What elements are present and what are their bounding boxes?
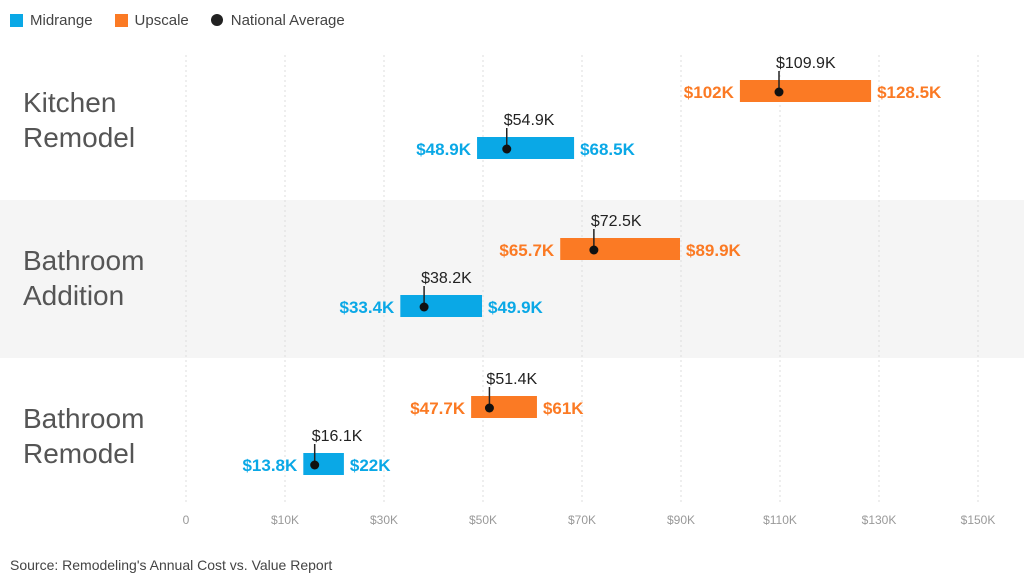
midrange-range-bar xyxy=(400,295,483,317)
midrange-average-label: $54.9K xyxy=(504,112,555,129)
category-label: Kitchen xyxy=(23,87,116,118)
category-label: Bathroom xyxy=(23,245,144,276)
legend: Midrange Upscale National Average xyxy=(10,10,367,30)
upscale-high-label: $61K xyxy=(543,399,584,418)
upscale-average-dot xyxy=(589,245,599,255)
midrange-average-dot xyxy=(310,460,320,470)
legend-label-midrange: Midrange xyxy=(30,11,93,29)
midrange-range-bar xyxy=(477,137,575,159)
upscale-average-dot xyxy=(484,403,494,413)
x-tick-label: $70K xyxy=(568,513,596,527)
midrange-swatch-icon xyxy=(10,13,23,27)
category-label: Addition xyxy=(23,280,124,311)
x-tick-label: $110K xyxy=(763,513,797,527)
category-label: Remodel xyxy=(23,122,135,153)
midrange-average-label: $16.1K xyxy=(312,428,363,445)
midrange-average-label: $38.2K xyxy=(421,270,472,287)
upscale-high-label: $128.5K xyxy=(877,83,942,102)
upscale-range-bar xyxy=(471,396,537,418)
legend-label-national-average: National Average xyxy=(230,11,345,29)
category-band xyxy=(0,200,1024,358)
midrange-low-label: $33.4K xyxy=(340,298,396,317)
range-chart: 0 $10K $30K $50K $70K $90K $110K $130K $150K Kitc… xyxy=(0,55,1024,527)
x-tick-label: $150K xyxy=(961,513,996,527)
category-label: Bathroom xyxy=(23,403,144,434)
x-tick-label: 0 xyxy=(183,513,190,527)
upscale-average-label: $109.9K xyxy=(776,55,836,72)
x-tick-label: $130K xyxy=(862,513,897,527)
midrange-average-dot xyxy=(419,302,429,312)
upscale-swatch-icon xyxy=(114,13,128,27)
legend-label-upscale: Upscale xyxy=(134,11,189,29)
upscale-low-label: $65.7K xyxy=(499,241,555,260)
midrange-high-label: $68.5K xyxy=(580,140,636,159)
national-average-dot-icon xyxy=(210,14,223,26)
midrange-high-label: $49.9K xyxy=(488,298,544,317)
x-tick-label: $50K xyxy=(469,513,497,527)
x-tick-label: $10K xyxy=(271,513,299,527)
midrange-range-bar xyxy=(303,453,344,475)
upscale-range-bar xyxy=(739,80,872,102)
x-tick-label: $90K xyxy=(667,513,695,527)
upscale-average-label: $51.4K xyxy=(486,371,537,388)
legend-item-midrange: Midrange xyxy=(10,12,93,29)
upscale-low-label: $102K xyxy=(684,83,735,102)
legend-item-national-average: National Average xyxy=(210,11,345,29)
source-note: Source: Remodeling's Annual Cost vs. Val… xyxy=(10,557,333,573)
upscale-average-label: $72.5K xyxy=(591,213,642,230)
x-tick-label: $30K xyxy=(370,513,398,527)
upscale-range-bar xyxy=(560,238,681,260)
midrange-low-label: $48.9K xyxy=(416,140,472,159)
legend-item-upscale: Upscale xyxy=(114,11,189,29)
upscale-average-dot xyxy=(774,87,784,97)
category-label: Remodel xyxy=(23,438,135,469)
midrange-high-label: $22K xyxy=(350,456,391,475)
midrange-low-label: $13.8K xyxy=(242,456,298,475)
upscale-low-label: $47.7K xyxy=(410,399,466,418)
midrange-average-dot xyxy=(502,144,512,154)
upscale-high-label: $89.9K xyxy=(686,241,742,260)
